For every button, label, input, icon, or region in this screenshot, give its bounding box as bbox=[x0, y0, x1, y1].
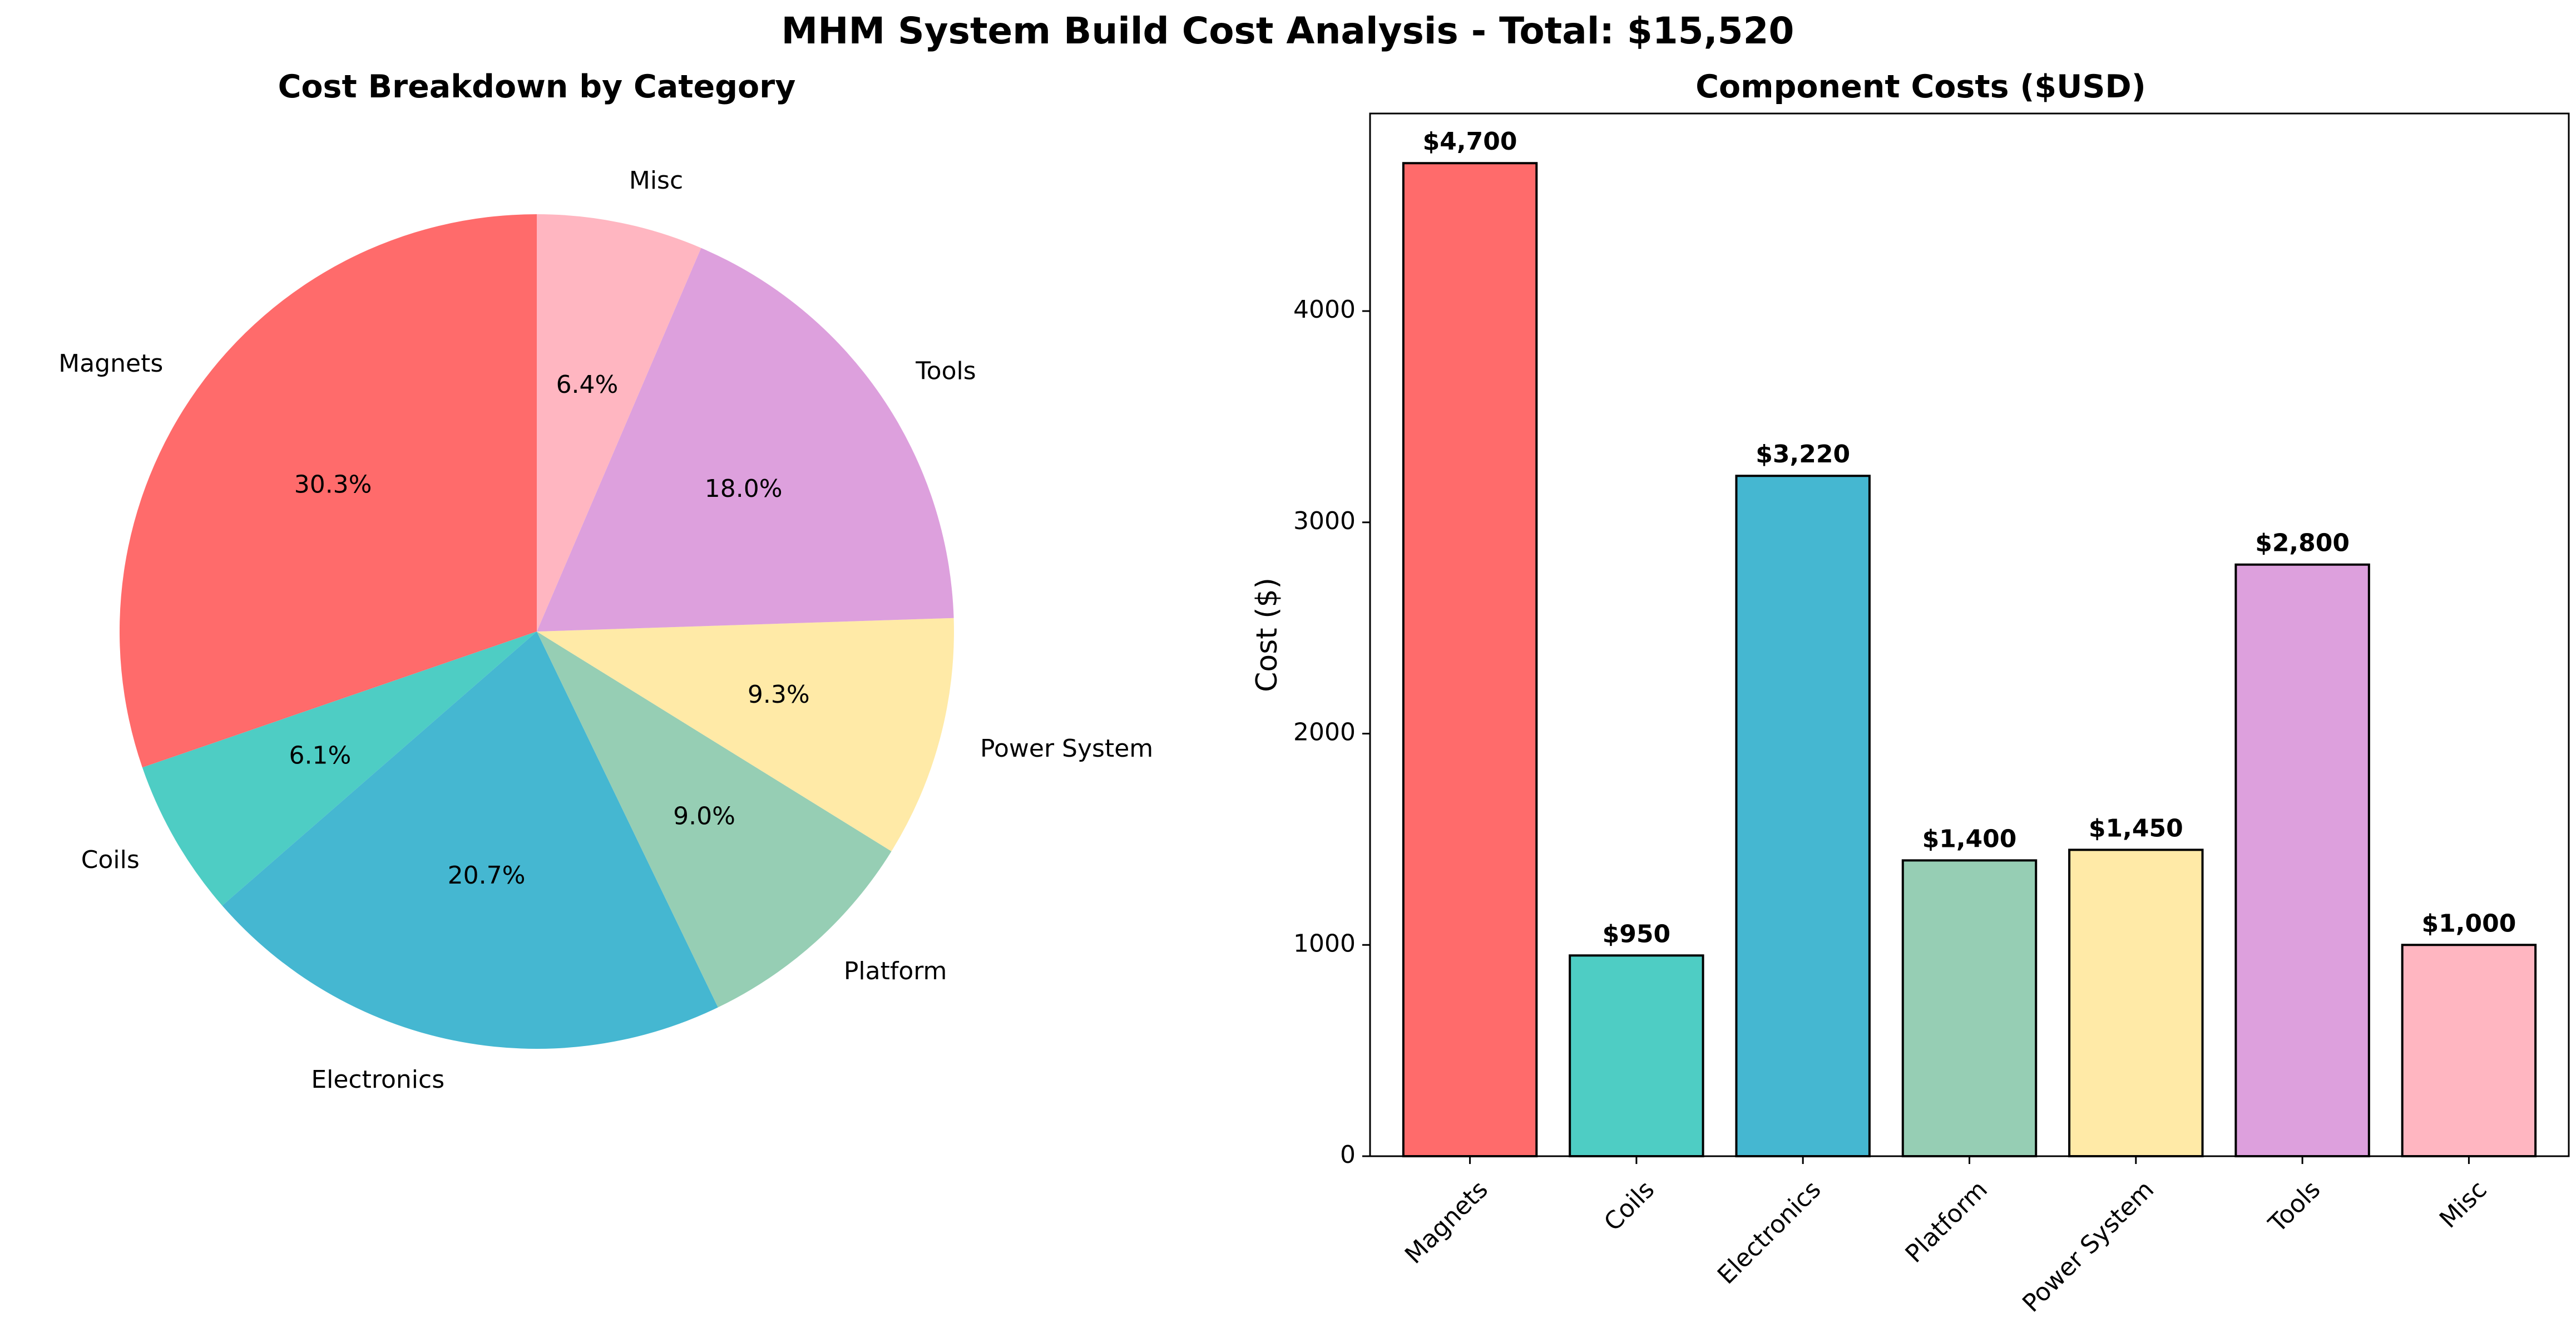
bar-chart-axes-frame bbox=[1369, 112, 2570, 1157]
bar-power-system bbox=[2068, 849, 2204, 1157]
pie-slice-magnets bbox=[120, 214, 537, 768]
x-tick-label-platform: Platform bbox=[1900, 1175, 1993, 1268]
bar-value-label-power-system: $1,450 bbox=[2089, 814, 2183, 842]
pie-label-misc: Misc bbox=[629, 166, 683, 195]
pie-percent-magnets: 30.3% bbox=[294, 471, 372, 499]
pie-percent-tools: 18.0% bbox=[705, 475, 783, 503]
pie-label-power-system: Power System bbox=[980, 734, 1153, 763]
pie-slice-electronics bbox=[222, 632, 718, 1049]
figure-title: MHM System Build Cost Analysis - Total: … bbox=[782, 9, 1794, 52]
bar-value-label-misc: $1,000 bbox=[2422, 909, 2516, 938]
pie-percent-misc: 6.4% bbox=[556, 371, 619, 399]
bar-value-label-platform: $1,400 bbox=[1922, 825, 2017, 853]
pie-slice-platform bbox=[537, 632, 892, 1008]
pie-slice-tools bbox=[537, 248, 954, 632]
pie-chart-title: Cost Breakdown by Category bbox=[278, 68, 796, 105]
bar-electronics bbox=[1735, 475, 1871, 1158]
pie-percent-electronics: 20.7% bbox=[448, 861, 526, 890]
bar-chart: Component Costs ($USD) Cost ($) 0 1000 200… bbox=[1250, 68, 2570, 1317]
bar-chart-title: Component Costs ($USD) bbox=[1695, 68, 2146, 105]
x-tick-label-power-system: Power System bbox=[2017, 1175, 2159, 1317]
pie-percent-power-system: 9.3% bbox=[748, 680, 810, 709]
pie-chart: Cost Breakdown by Category Magnets 30.3% C… bbox=[58, 68, 1153, 1094]
pie-slice-power-system bbox=[537, 618, 954, 851]
x-tick-label-tools: Tools bbox=[2263, 1175, 2326, 1238]
y-tick-label-0: 0 bbox=[1340, 1141, 1356, 1169]
pie-label-coils: Coils bbox=[81, 846, 140, 874]
bar-coils bbox=[1569, 954, 1704, 1157]
bar-platform bbox=[1901, 859, 2038, 1157]
pie-percent-coils: 6.1% bbox=[289, 741, 352, 770]
pie-slice-misc bbox=[537, 214, 701, 632]
pie-label-electronics: Electronics bbox=[311, 1066, 444, 1094]
x-tick-label-coils: Coils bbox=[1599, 1175, 1660, 1236]
pie-label-magnets: Magnets bbox=[58, 349, 163, 378]
y-tick-label-1000: 1000 bbox=[1293, 929, 1356, 958]
bar-value-label-coils: $950 bbox=[1603, 920, 1670, 948]
x-tick-label-magnets: Magnets bbox=[1400, 1175, 1494, 1269]
pie-label-tools: Tools bbox=[915, 357, 976, 386]
pie-label-platform: Platform bbox=[844, 957, 947, 985]
bar-tools bbox=[2234, 563, 2370, 1158]
y-tick-label-4000: 4000 bbox=[1293, 295, 1356, 324]
bar-value-label-electronics: $3,220 bbox=[1756, 440, 1850, 468]
x-tick-label-misc: Misc bbox=[2434, 1175, 2493, 1234]
bar-value-label-magnets: $4,700 bbox=[1423, 127, 1517, 156]
bar-value-label-tools: $2,800 bbox=[2255, 529, 2350, 558]
bar-magnets bbox=[1402, 162, 1538, 1158]
y-tick-label-2000: 2000 bbox=[1293, 718, 1356, 747]
x-tick-label-electronics: Electronics bbox=[1712, 1175, 1827, 1290]
bar-chart-ylabel: Cost ($) bbox=[1250, 578, 1284, 692]
y-tick-label-3000: 3000 bbox=[1293, 507, 1356, 535]
pie-slice-coils bbox=[142, 632, 537, 906]
bar-misc bbox=[2401, 944, 2537, 1157]
pie-percent-platform: 9.0% bbox=[673, 802, 735, 830]
